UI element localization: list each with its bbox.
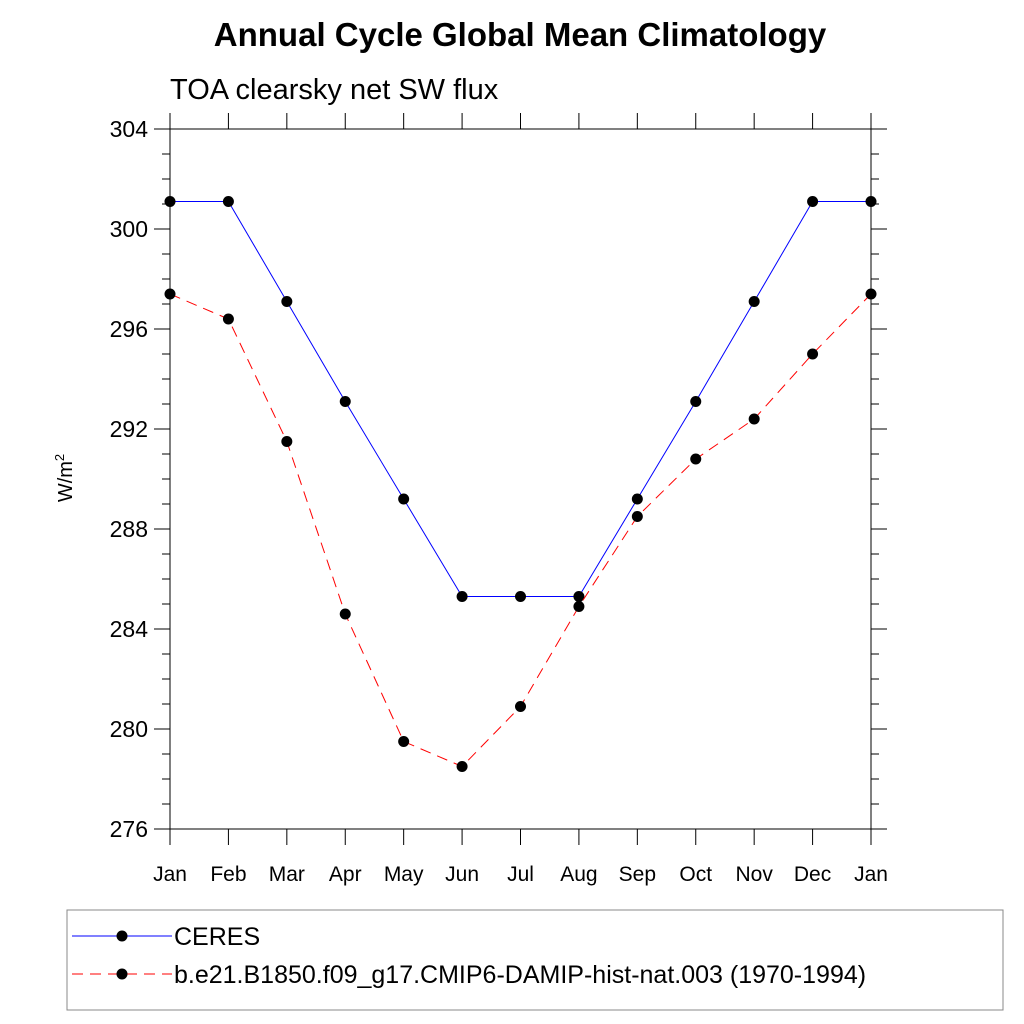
x-tick-label: Jul [507, 863, 534, 886]
y-axis-label-superscript: 2 [52, 454, 67, 461]
chart-title: Annual Cycle Global Mean Climatology [214, 16, 827, 53]
legend: CERES b.e21.B1850.f09_g17.CMIP6-DAMIP-his… [66, 909, 1004, 1011]
series-2-point [690, 453, 702, 465]
x-tick-label: Mar [269, 863, 305, 886]
series-2-point [339, 608, 351, 620]
series-1-point [807, 196, 819, 207]
legend-box [66, 909, 1004, 1011]
series-line-2 [169, 293, 872, 768]
series-2-point [515, 701, 526, 712]
series-2-point [748, 413, 760, 425]
series-2-point [164, 288, 176, 300]
chart-subtitle: TOA clearsky net SW flux [170, 74, 499, 106]
x-tick-label: May [384, 863, 424, 886]
x-tick-label: Jun [445, 863, 479, 886]
y-tick-label: 280 [110, 716, 148, 742]
series-1-point [690, 396, 702, 407]
x-tick-label: Jan [153, 863, 187, 886]
y-tick-label: 296 [110, 316, 148, 342]
series-1-point [164, 196, 176, 207]
legend-label-2: b.e21.B1850.f09_g17.CMIP6-DAMIP-hist-nat… [174, 961, 866, 989]
svg-text:W/m2: W/m2 [52, 454, 77, 502]
series-2-point [398, 736, 410, 747]
series-2-point [807, 348, 819, 360]
series-1-point [222, 196, 234, 207]
legend-label-1: CERES [174, 923, 260, 951]
x-tick-label: Apr [329, 863, 362, 886]
x-tick-label: Oct [679, 863, 712, 886]
series-2-point [865, 288, 877, 300]
plot-frame [169, 128, 872, 830]
x-tick-label: Nov [735, 863, 773, 886]
series-2-point [631, 511, 643, 522]
y-tick-label: 288 [110, 516, 148, 542]
series-2-point [281, 436, 293, 447]
series-1-point [515, 591, 526, 602]
y-tick-label: 292 [110, 416, 148, 442]
x-tick-label: Feb [210, 863, 246, 886]
series-1-point [281, 296, 293, 307]
series-2-point [573, 601, 585, 612]
x-tick-label: Dec [794, 863, 831, 886]
series-1-point [748, 296, 760, 307]
series-line-1 [170, 201, 871, 597]
y-tick-label: 284 [110, 616, 149, 642]
series-1-point [865, 196, 877, 207]
x-tick-label: Jan [854, 863, 888, 886]
y-axis-label: W/m2 [52, 454, 77, 502]
series-1-point [339, 396, 351, 407]
series-2-point [456, 761, 468, 772]
plot-area: 276 280 284 288 292 296 300 304 Jan Feb Mar Apr May J… [110, 113, 888, 886]
x-tick-label: Sep [619, 863, 656, 886]
series-1-point [456, 591, 468, 602]
series-1-point [398, 493, 410, 505]
legend-marker-2 [116, 968, 128, 980]
legend-marker-1 [116, 930, 128, 942]
y-tick-label: 300 [110, 216, 148, 242]
y-axis-label-text: W/m [55, 461, 77, 502]
series-1-point [573, 591, 585, 602]
y-tick-label: 304 [110, 116, 149, 142]
series-1-point [631, 493, 643, 505]
series-2-point [222, 313, 234, 325]
y-tick-label: 276 [110, 816, 148, 842]
x-tick-label: Aug [560, 863, 597, 886]
